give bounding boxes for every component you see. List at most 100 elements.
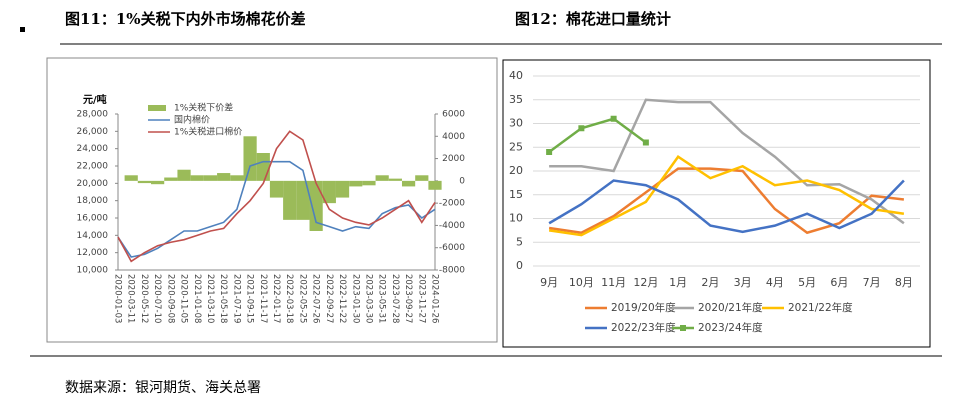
y-tick-label: 24,000 bbox=[77, 144, 109, 154]
line bbox=[548, 117, 647, 154]
x-tick-label: 2020-05-12 bbox=[139, 274, 149, 323]
x-tick-label: 12月 bbox=[633, 276, 658, 289]
bar bbox=[124, 175, 138, 181]
y2-tick-label: 2000 bbox=[442, 154, 465, 164]
bar bbox=[190, 175, 204, 181]
line bbox=[117, 160, 436, 258]
legend-label: 2022/23年度 bbox=[611, 321, 676, 334]
bar bbox=[164, 177, 178, 181]
x-tick-label: 2022-03-18 bbox=[284, 274, 294, 323]
x-tick-label: 1月 bbox=[669, 276, 687, 289]
x-tick-label: 2022-09-27 bbox=[324, 274, 334, 323]
x-tick-label: 2021-01-08 bbox=[192, 274, 202, 323]
line bbox=[117, 130, 436, 263]
y-tick-label: 12,000 bbox=[77, 248, 109, 258]
x-tick-label: 2021-03-10 bbox=[205, 274, 215, 323]
legend-label: 2021/22年度 bbox=[788, 301, 853, 314]
marker bbox=[642, 139, 649, 146]
x-tick-label: 2020-03-11 bbox=[126, 274, 136, 323]
marker bbox=[578, 125, 585, 132]
legend-label: 2019/20年度 bbox=[611, 301, 676, 314]
legend-label: 1%关税下价差 bbox=[174, 102, 233, 114]
line bbox=[548, 155, 905, 237]
bar bbox=[322, 180, 336, 204]
y2-tick-label: -2000 bbox=[439, 199, 465, 209]
bar bbox=[388, 178, 402, 181]
bar bbox=[137, 180, 152, 184]
bar bbox=[230, 175, 244, 181]
line bbox=[548, 167, 905, 235]
y-tick-label: 14,000 bbox=[77, 231, 109, 241]
x-tick-label: 2022-01-17 bbox=[271, 274, 281, 323]
y-tick-label: 30 bbox=[509, 117, 523, 130]
y-tick-label: 20,000 bbox=[77, 179, 109, 189]
y-tick-label: 18,000 bbox=[77, 196, 109, 206]
bar bbox=[375, 175, 389, 181]
x-tick-label: 2020-07-10 bbox=[152, 274, 162, 323]
y-tick-label: 16,000 bbox=[77, 214, 109, 224]
y-tick-label: 35 bbox=[509, 93, 523, 106]
y-tick-label: 25 bbox=[509, 140, 523, 153]
bar bbox=[151, 180, 165, 185]
chart-frame bbox=[502, 59, 931, 348]
y-tick-label: 0 bbox=[516, 259, 523, 272]
bar bbox=[415, 175, 429, 181]
y2-tick-label: 0 bbox=[459, 176, 465, 186]
x-tick-label: 2022-05-25 bbox=[297, 274, 307, 323]
legend-label: 2023/24年度 bbox=[698, 321, 763, 334]
y2-tick-label: 6000 bbox=[442, 110, 465, 120]
bar bbox=[203, 175, 218, 181]
figure-title: 图12：棉花进口量统计 bbox=[515, 10, 671, 28]
x-tick-label: 9月 bbox=[540, 276, 558, 289]
x-tick-label: 2023-01-30 bbox=[350, 274, 360, 323]
bar bbox=[349, 180, 363, 187]
bar bbox=[283, 180, 297, 220]
bar bbox=[217, 173, 231, 181]
legend-label: 2020/21年度 bbox=[698, 301, 763, 314]
source: 数据来源：银河期货、海关总署 bbox=[65, 379, 261, 396]
legend-marker bbox=[680, 325, 686, 331]
y-tick-label: 40 bbox=[509, 69, 523, 82]
marker bbox=[546, 149, 553, 155]
x-tick-label: 5月 bbox=[798, 276, 816, 289]
x-tick-label: 2021-09-15 bbox=[245, 274, 255, 323]
bar bbox=[256, 153, 270, 181]
y-tick-label: 10,000 bbox=[77, 266, 109, 276]
x-tick-label: 4月 bbox=[766, 276, 784, 289]
y-axis-label: 元/吨 bbox=[83, 93, 107, 106]
x-tick-label: 11月 bbox=[601, 276, 626, 289]
x-tick-label: 6月 bbox=[830, 276, 848, 289]
x-tick-label: 2020-11-05 bbox=[179, 274, 189, 323]
x-tick-label: 8月 bbox=[895, 276, 913, 289]
x-tick-label: 2023-07-28 bbox=[390, 274, 400, 323]
x-tick-label: 2022-11-22 bbox=[337, 274, 347, 323]
x-tick-label: 2023-03-30 bbox=[363, 274, 373, 323]
bar bbox=[243, 136, 257, 181]
x-tick-label: 2023-11-27 bbox=[416, 274, 426, 323]
line bbox=[548, 179, 905, 234]
bar bbox=[428, 180, 442, 190]
x-tick-label: 2023-09-27 bbox=[403, 274, 413, 323]
y-tick-label: 10 bbox=[509, 212, 523, 225]
y-tick-label: 15 bbox=[509, 188, 523, 201]
x-tick-label: 2022-07-26 bbox=[311, 274, 321, 323]
x-tick-label: 10月 bbox=[569, 276, 594, 289]
y2-tick-label: -8000 bbox=[439, 266, 465, 276]
y-tick-label: 20 bbox=[509, 164, 523, 177]
bar bbox=[269, 180, 284, 198]
x-tick-label: 2021-05-18 bbox=[218, 274, 228, 323]
line bbox=[549, 98, 905, 225]
x-tick-label: 2021-07-19 bbox=[231, 274, 241, 323]
x-tick-label: 3月 bbox=[734, 276, 752, 289]
x-tick-label: 2023-05-31 bbox=[377, 274, 387, 323]
x-tick-label: 7月 bbox=[863, 276, 881, 289]
bar bbox=[362, 180, 376, 186]
legend-swatch bbox=[148, 105, 166, 111]
y2-tick-label: -6000 bbox=[439, 243, 465, 253]
y-tick-label: 5 bbox=[516, 235, 523, 248]
x-tick-label: 2020-09-08 bbox=[165, 274, 175, 323]
legend-label: 1%关税进口棉价 bbox=[174, 126, 242, 138]
bar bbox=[401, 180, 416, 187]
x-tick-label: 2021-11-17 bbox=[258, 274, 268, 323]
